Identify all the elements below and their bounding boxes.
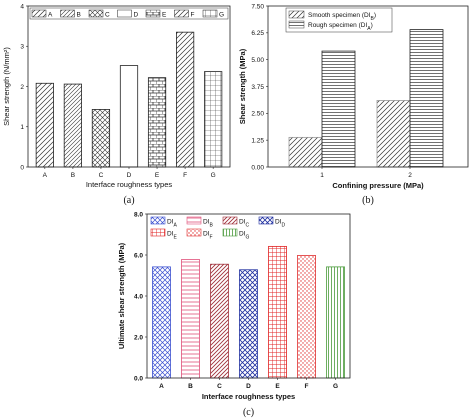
bar-F (176, 31, 195, 168)
legend-label: DIG (239, 231, 250, 241)
y-tick-label: 6.25 (251, 30, 264, 37)
bar-G (326, 266, 345, 379)
legend-swatch (117, 9, 132, 18)
x-tick-label: C (217, 383, 222, 390)
bar-1-smooth (288, 136, 323, 168)
y-tick-label: 8.0 (134, 211, 143, 218)
legend-swatch (202, 9, 218, 18)
bar-A (35, 82, 54, 168)
legend-label: DIE (167, 231, 178, 241)
y-axis-label: Shear strength (N/mm²) (2, 47, 11, 126)
x-tick-label: 2 (408, 172, 412, 179)
legend-swatch (88, 9, 104, 18)
legend-label: Rough specimen (DIA) (308, 22, 373, 32)
legend-swatch (174, 9, 189, 18)
bar-2-smooth (376, 100, 411, 168)
x-tick-label: G (333, 383, 338, 390)
legend-swatch (288, 10, 305, 19)
legend-swatch (288, 20, 305, 29)
caption: (c) (243, 407, 254, 418)
legend-label: Smooth specimen (DIB) (308, 12, 376, 22)
bar-F (297, 255, 316, 379)
legend-label: DIF (203, 231, 213, 241)
caption: (b) (362, 195, 374, 206)
legend-label: F (191, 11, 195, 18)
legend-swatch (150, 216, 166, 225)
bar-B (63, 83, 82, 168)
y-tick-label: 0 (20, 164, 24, 171)
caption: (a) (123, 195, 134, 206)
y-tick-label: 4 (20, 3, 24, 10)
legend-swatch (145, 9, 161, 18)
y-tick-label: 1.25 (251, 137, 264, 144)
x-tick-label: B (71, 172, 75, 179)
x-axis-label: Interface roughness types (202, 392, 295, 401)
bar-B (181, 259, 200, 379)
y-tick-label: 1 (20, 124, 24, 131)
bar-E (268, 245, 287, 379)
y-axis-label: Ultimate shear strength (MPa) (117, 242, 126, 349)
chart-a: A B C D E F G 0 1 2 3 4 A B C D E F G Interface roughness t… (2, 3, 231, 206)
legend-label: DIC (239, 219, 250, 229)
legend-swatch (150, 228, 166, 237)
legend-label: D (134, 11, 139, 18)
legend-label: B (77, 11, 81, 18)
y-tick-label: 3 (20, 44, 24, 51)
legend-label: DIA (167, 219, 178, 229)
chart-c: A B C D E F G 0.0 2.0 4.0 6.0 8.0 DIA DIB DIC DID DIE DIF… (117, 211, 351, 418)
x-tick-label: F (305, 383, 309, 390)
legend-label: DID (275, 219, 286, 229)
y-tick-label: 7.50 (251, 3, 264, 10)
x-tick-label: E (155, 172, 160, 179)
x-tick-label: 1 (320, 172, 324, 179)
legend-label: G (219, 11, 224, 18)
x-tick-label: E (275, 383, 280, 390)
bar-A (152, 266, 171, 379)
bar-D (239, 269, 258, 379)
x-tick-label: G (211, 172, 216, 179)
legend-swatch (222, 228, 238, 237)
x-tick-label: D (127, 172, 132, 179)
legend-label: DIB (203, 219, 214, 229)
legend-swatch (222, 216, 238, 225)
x-tick-label: C (99, 172, 104, 179)
y-tick-label: 4.0 (134, 293, 143, 300)
legend-swatch (60, 9, 75, 18)
x-tick-label: B (188, 383, 193, 390)
legend-label: A (48, 11, 53, 18)
x-axis-label: Confining pressure (MPa) (332, 181, 424, 190)
legend-swatch (186, 228, 202, 237)
y-tick-label: 2 (20, 84, 24, 91)
y-tick-label: 5.00 (251, 57, 264, 64)
legend-label: C (105, 11, 110, 18)
legend-swatch (186, 216, 202, 225)
x-axis-label: Interface roughness types (86, 180, 173, 189)
bar-D (119, 65, 139, 168)
bar-G (204, 71, 223, 168)
bar-2-rough (409, 29, 444, 168)
bar-C (210, 263, 229, 379)
bar-E (147, 77, 167, 168)
y-tick-label: 0.00 (251, 164, 264, 171)
y-tick-label: 6.0 (134, 252, 143, 259)
x-tick-label: A (159, 383, 164, 390)
chart-b: 1 2 0.00 1.25 2.50 3.75 5.00 6.25 7.50 Smooth spe… (238, 3, 469, 206)
legend-swatch (31, 9, 47, 18)
x-tick-label: D (246, 383, 251, 390)
bar-1-rough (321, 50, 356, 168)
x-tick-label: F (183, 172, 187, 179)
x-tick-label: A (43, 172, 48, 179)
y-tick-label: 2.50 (251, 111, 264, 118)
legend-label: E (162, 11, 167, 18)
bar-C (91, 109, 111, 168)
y-tick-label: 0.0 (134, 375, 143, 382)
y-axis-label: Shear strength (MPa) (238, 48, 247, 124)
legend-swatch (258, 216, 274, 225)
y-tick-label: 3.75 (251, 84, 264, 91)
y-tick-label: 2.0 (134, 334, 143, 341)
